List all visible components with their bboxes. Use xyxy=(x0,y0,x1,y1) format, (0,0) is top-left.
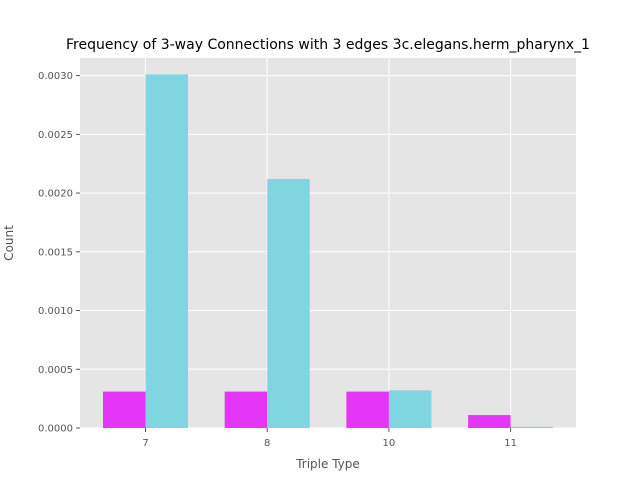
bar-series-2 xyxy=(510,426,554,428)
bar-series-2 xyxy=(388,390,432,428)
y-tick-label: 0.0000 xyxy=(38,424,73,435)
bar-series-1 xyxy=(468,415,511,428)
y-tick-label: 0.0025 xyxy=(38,130,73,141)
x-tick-label: 11 xyxy=(504,438,517,449)
y-tick-label: 0.0020 xyxy=(38,189,73,200)
bar-series-1 xyxy=(346,391,389,428)
chart-title: Frequency of 3-way Connections with 3 ed… xyxy=(66,37,590,53)
y-tick-label: 0.0005 xyxy=(38,365,73,376)
y-tick-label: 0.0010 xyxy=(38,306,73,317)
bars xyxy=(103,74,554,428)
x-axis-ticks: 7 8 10 11 xyxy=(142,428,517,449)
bar-series-2 xyxy=(145,74,188,428)
y-tick-label: 0.0015 xyxy=(38,247,73,258)
bar-series-2 xyxy=(267,178,310,428)
bar-series-1 xyxy=(103,391,146,428)
x-tick-label: 10 xyxy=(383,438,396,449)
x-axis-label: Triple Type xyxy=(295,457,360,471)
y-tick-label: 0.0030 xyxy=(38,71,73,82)
x-tick-label: 7 xyxy=(142,438,148,449)
bar-series-1 xyxy=(224,391,268,428)
x-tick-label: 8 xyxy=(264,438,270,449)
y-axis-ticks: 0.0000 0.0005 0.0010 0.0015 0.0020 0.0025 0.00… xyxy=(38,71,80,435)
y-axis-label: Count xyxy=(2,225,16,261)
